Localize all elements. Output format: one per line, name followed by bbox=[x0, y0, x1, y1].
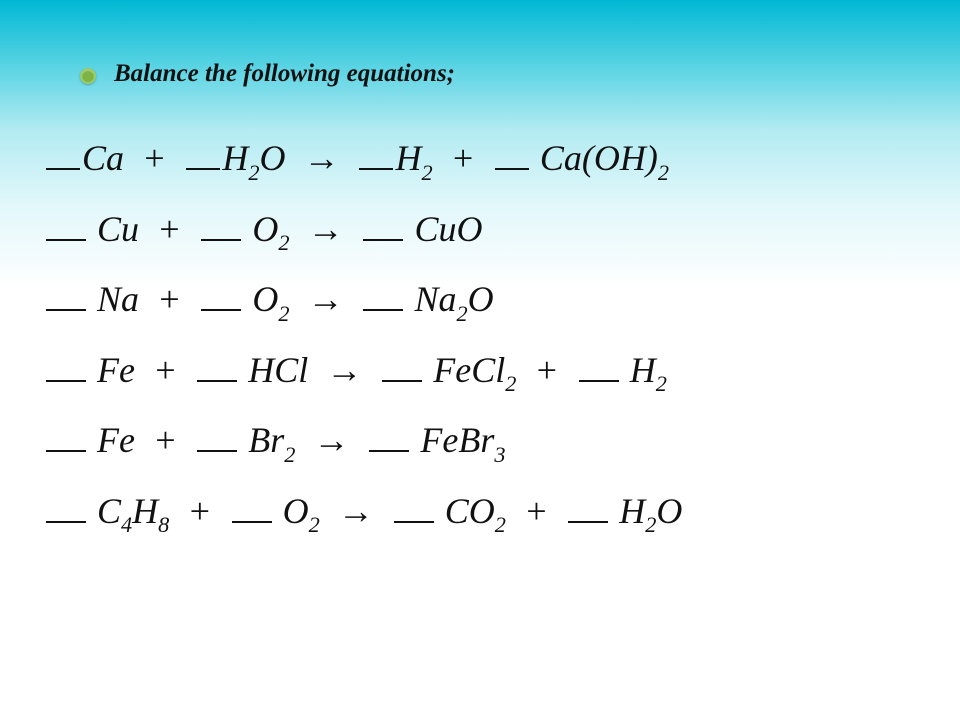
subscript: 2 bbox=[248, 160, 259, 185]
coefficient-blank bbox=[197, 450, 237, 452]
equation-row: Fe + Br2 → FeBr3 bbox=[44, 422, 896, 465]
species: FeBr bbox=[420, 420, 494, 460]
slide-body: Balance the following equations; Ca + H2… bbox=[0, 0, 960, 603]
species: Ca(OH) bbox=[540, 138, 658, 178]
plus-operator: + bbox=[142, 138, 166, 178]
subscript: 4 bbox=[121, 512, 132, 537]
species: Na bbox=[97, 279, 139, 319]
arrow-icon: → bbox=[326, 350, 362, 390]
species: Cu bbox=[97, 209, 139, 249]
coefficient-blank bbox=[46, 380, 86, 382]
subscript: 3 bbox=[494, 442, 505, 467]
equation-row: Na + O2 → Na2O bbox=[44, 281, 896, 324]
coefficient-blank bbox=[46, 168, 80, 170]
species: Na bbox=[414, 279, 456, 319]
coefficient-blank bbox=[197, 380, 237, 382]
plus-operator: + bbox=[451, 138, 475, 178]
coefficient-blank bbox=[46, 239, 86, 241]
plus-operator: + bbox=[157, 209, 181, 249]
slide-heading: Balance the following equations; bbox=[114, 60, 455, 88]
subscript: 2 bbox=[658, 160, 669, 185]
species-tail: O bbox=[259, 138, 285, 178]
coefficient-blank bbox=[46, 521, 86, 523]
species: H bbox=[630, 350, 656, 390]
species: CuO bbox=[414, 209, 482, 249]
arrow-icon: → bbox=[307, 279, 343, 319]
plus-operator: + bbox=[153, 420, 177, 460]
species: O bbox=[283, 491, 309, 531]
coefficient-blank bbox=[369, 450, 409, 452]
species: FeCl bbox=[433, 350, 505, 390]
subscript: 2 bbox=[278, 230, 289, 255]
species: O bbox=[252, 209, 278, 249]
subscript: 2 bbox=[278, 301, 289, 326]
coefficient-blank bbox=[495, 168, 529, 170]
species: Fe bbox=[97, 350, 135, 390]
subscript: 2 bbox=[309, 512, 320, 537]
plus-operator: + bbox=[153, 350, 177, 390]
coefficient-blank bbox=[232, 521, 272, 523]
coefficient-blank bbox=[46, 450, 86, 452]
coefficient-blank bbox=[186, 168, 220, 170]
equation-row: Cu + O2 → CuO bbox=[44, 211, 896, 254]
species: Br bbox=[248, 420, 284, 460]
coefficient-blank bbox=[363, 309, 403, 311]
subscript: 2 bbox=[645, 512, 656, 537]
subscript: 2 bbox=[656, 371, 667, 396]
species: CO bbox=[445, 491, 495, 531]
coefficient-blank bbox=[46, 309, 86, 311]
coefficient-blank bbox=[363, 239, 403, 241]
coefficient-blank bbox=[382, 380, 422, 382]
species: Ca bbox=[82, 138, 124, 178]
equation-row: Fe + HCl → FeCl2 + H2 bbox=[44, 352, 896, 395]
subscript: 2 bbox=[284, 442, 295, 467]
plus-operator: + bbox=[187, 491, 211, 531]
species: H bbox=[395, 138, 421, 178]
subscript: 2 bbox=[456, 301, 467, 326]
equation-list: Ca + H2O → H2 + Ca(OH)2 Cu + O2 → CuO Na… bbox=[44, 140, 896, 535]
arrow-icon: → bbox=[303, 138, 339, 178]
equation-row: Ca + H2O → H2 + Ca(OH)2 bbox=[44, 140, 896, 183]
plus-operator: + bbox=[524, 491, 548, 531]
subscript: 2 bbox=[505, 371, 516, 396]
subscript: 8 bbox=[158, 512, 169, 537]
species-tail: H bbox=[132, 491, 158, 531]
subscript: 2 bbox=[421, 160, 432, 185]
coefficient-blank bbox=[394, 521, 434, 523]
species: H bbox=[619, 491, 645, 531]
species: Fe bbox=[97, 420, 135, 460]
species: H bbox=[222, 138, 248, 178]
equation-row: C4H8 + O2 → CO2 + H2O bbox=[44, 493, 896, 536]
arrow-icon: → bbox=[338, 491, 374, 531]
coefficient-blank bbox=[359, 168, 393, 170]
species: C bbox=[97, 491, 121, 531]
arrow-icon: → bbox=[307, 209, 343, 249]
coefficient-blank bbox=[201, 309, 241, 311]
species: O bbox=[252, 279, 278, 319]
species-tail: O bbox=[656, 491, 682, 531]
coefficient-blank bbox=[579, 380, 619, 382]
coefficient-blank bbox=[201, 239, 241, 241]
bullet-icon bbox=[80, 68, 96, 84]
arrow-icon: → bbox=[313, 420, 349, 460]
plus-operator: + bbox=[157, 279, 181, 319]
coefficient-blank bbox=[568, 521, 608, 523]
species-tail: O bbox=[468, 279, 494, 319]
heading-row: Balance the following equations; bbox=[80, 60, 896, 88]
species: HCl bbox=[248, 350, 308, 390]
subscript: 2 bbox=[495, 512, 506, 537]
plus-operator: + bbox=[534, 350, 558, 390]
